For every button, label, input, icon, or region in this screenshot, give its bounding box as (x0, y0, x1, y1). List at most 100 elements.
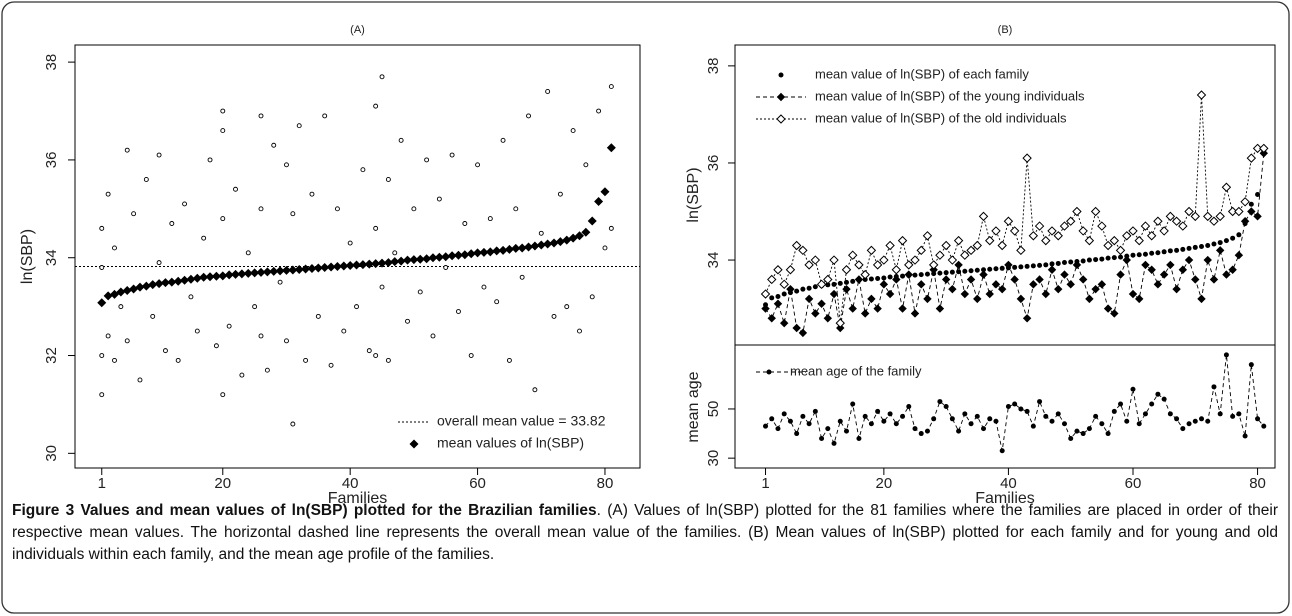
age-point (900, 413, 906, 419)
young-marker (985, 289, 994, 299)
caption-title: Figure 3 Values and mean values of ln(SB… (12, 502, 597, 519)
old-marker (1066, 216, 1076, 226)
mean-point (974, 267, 980, 273)
old-marker (860, 269, 870, 280)
x-tick-label: 80 (597, 475, 614, 492)
age-point (1261, 423, 1267, 429)
age-point (1012, 401, 1018, 407)
old-marker (804, 260, 814, 270)
young-marker (1072, 260, 1082, 270)
individual-point (513, 206, 519, 212)
mean-point (962, 268, 968, 274)
mean-point (912, 272, 918, 278)
young-marker (917, 280, 926, 289)
legend-label: mean values of ln(SBP) (437, 435, 584, 451)
individual-point (366, 348, 372, 354)
individual-point (551, 313, 557, 319)
individual-point (564, 304, 570, 310)
individual-point (99, 353, 105, 358)
age-point (769, 416, 775, 422)
individual-point (143, 177, 149, 182)
old-marker (1028, 231, 1039, 241)
age-point (1037, 399, 1043, 405)
age-point (1024, 408, 1030, 414)
mean-point (937, 270, 943, 276)
age-point (1155, 391, 1161, 397)
individual-point (182, 201, 188, 207)
age-point (856, 435, 862, 441)
individual-point (373, 103, 379, 109)
old-marker (767, 274, 777, 285)
young-marker (1191, 275, 1200, 284)
old-marker (941, 240, 951, 251)
legend-marker (776, 92, 786, 102)
x-tick-label: 60 (1125, 475, 1142, 492)
mean-point (1118, 254, 1124, 260)
young-marker (997, 284, 1007, 294)
young-marker (904, 270, 913, 279)
old-marker (1034, 221, 1045, 231)
old-marker (1016, 245, 1026, 256)
individual-point (354, 304, 359, 310)
mean-point (987, 266, 993, 272)
age-point (999, 448, 1005, 454)
mean-marker (504, 244, 514, 254)
individual-point (150, 313, 156, 319)
mean-point (850, 278, 856, 284)
young-marker (1228, 265, 1237, 274)
young-marker (935, 304, 945, 313)
caption-text: . (A) Values of ln(SBP) plotted for the … (12, 502, 1278, 563)
mean-point (875, 275, 881, 281)
individual-point (385, 357, 391, 363)
mean-marker (320, 263, 330, 273)
age-point (943, 404, 949, 409)
y-tick-label: 34 (705, 252, 722, 269)
mean-marker (415, 254, 425, 264)
x-tick-label: 80 (1249, 475, 1266, 492)
mean-marker (492, 246, 502, 256)
young-marker (892, 275, 901, 284)
mean-point (1012, 264, 1018, 270)
individual-point (169, 221, 175, 226)
mean-marker (262, 267, 272, 277)
individual-point (264, 367, 270, 373)
mean-point (1061, 259, 1067, 265)
age-point (893, 421, 899, 427)
individual-point (398, 137, 404, 143)
old-marker (997, 240, 1007, 251)
mean-point (800, 286, 806, 292)
mean-point (1068, 259, 1074, 265)
mean-point (924, 271, 930, 277)
age-point (1080, 431, 1086, 437)
individual-point (360, 167, 366, 173)
individual-point (443, 265, 449, 270)
young-marker (960, 289, 970, 299)
individual-point (124, 147, 130, 153)
individual-point (379, 284, 385, 290)
young-marker (1215, 246, 1225, 255)
old-marker (835, 318, 845, 328)
age-point (1180, 426, 1186, 432)
individual-point (271, 142, 277, 148)
mean-marker (199, 272, 209, 282)
mean-marker (581, 227, 591, 237)
old-marker (1153, 216, 1163, 226)
young-marker (1135, 294, 1144, 304)
mean-marker (135, 282, 145, 292)
old-marker (916, 245, 926, 256)
individual-point (392, 250, 398, 256)
young-marker (1035, 275, 1044, 284)
individual-point (481, 284, 487, 290)
individual-point (608, 84, 614, 90)
age-point (1230, 413, 1236, 419)
mean-marker (211, 271, 221, 281)
young-marker (1128, 289, 1138, 299)
young-marker (1097, 280, 1107, 289)
old-marker (991, 226, 1001, 236)
young-marker (1159, 270, 1169, 279)
old-marker (1240, 197, 1250, 207)
individual-point (220, 128, 226, 134)
age-point (949, 416, 955, 422)
young-marker (929, 265, 938, 274)
